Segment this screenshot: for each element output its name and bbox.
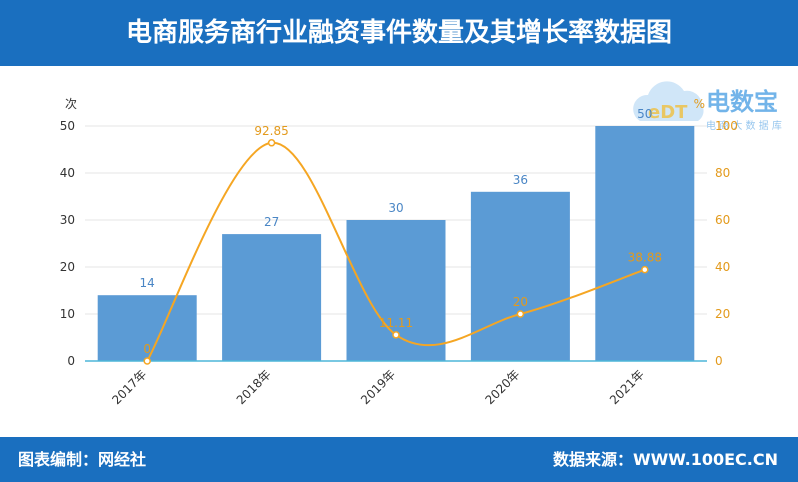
x-tick-label: 2020年	[483, 367, 523, 407]
bar-value-label: 30	[388, 201, 403, 215]
growth-rate-label: 92.85	[254, 124, 288, 138]
bar	[346, 220, 446, 361]
y-left-tick-label: 10	[60, 307, 75, 321]
cloud-logo-icon	[633, 81, 704, 121]
footer-bar: 图表编制：网经社 数据来源：WWW.100EC.CN	[0, 437, 798, 482]
y-left-tick-label: 20	[60, 260, 75, 274]
header-bar	[0, 0, 798, 66]
growth-rate-point	[143, 357, 151, 365]
y-right-tick-label: 60	[715, 213, 730, 227]
watermark-brand: 电数宝	[706, 88, 778, 116]
watermark-sub: 电 商 大 数 据 库	[706, 119, 782, 132]
y-right-axis-label: %	[694, 97, 705, 111]
watermark: eDT 电数宝 电 商 大 数 据 库	[633, 81, 782, 132]
growth-rate-point	[267, 139, 276, 147]
y-left-tick-label: 40	[60, 166, 75, 180]
y-right-tick-label: 20	[715, 307, 730, 321]
growth-rate-line	[146, 141, 646, 362]
x-tick-label: 2018年	[234, 367, 274, 407]
bar	[97, 295, 197, 361]
growth-rate-point	[641, 265, 649, 274]
y-right-tick-label: 40	[715, 260, 730, 274]
y-left-tick-label: 0	[67, 354, 75, 368]
y-left-tick-label: 30	[60, 213, 75, 227]
watermark-logo-text: eDT	[648, 102, 688, 123]
growth-rate-label: 11.11	[379, 316, 413, 330]
bar-value-label: 36	[513, 173, 528, 187]
y-right-tick-label: 100	[715, 119, 738, 133]
page-title: 电商服务商行业融资事件数量及其增长率数据图	[125, 18, 672, 48]
y-right-tick-label: 80	[715, 166, 730, 180]
growth-rate-label: 20	[513, 295, 528, 309]
growth-rate-point	[516, 310, 525, 318]
bar-value-label: 27	[264, 215, 279, 229]
bar	[470, 191, 570, 361]
growth-rate-point	[392, 331, 400, 339]
chart-credit: 图表编制：网经社	[18, 450, 147, 469]
y-right-tick-label: 0	[715, 354, 723, 368]
chart: eDT 电数宝 电 商 大 数 据 库 0 10 20 30 40 50 0 20 40 60 80…	[60, 81, 782, 407]
bar	[222, 234, 322, 361]
data-source: 数据来源：WWW.100EC.CN	[552, 450, 778, 469]
bar-value-label: 14	[140, 276, 155, 290]
x-tick-label: 2019年	[358, 367, 398, 407]
bar-value-label: 50	[637, 107, 652, 121]
x-tick-label: 2017年	[109, 367, 149, 407]
bar	[595, 126, 695, 361]
y-left-tick-label: 50	[60, 119, 75, 133]
growth-rate-label: 0	[143, 342, 151, 356]
y-left-axis-label: 次	[65, 97, 77, 111]
growth-rate-label: 38.88	[628, 251, 662, 265]
x-tick-label: 2021年	[607, 367, 647, 407]
